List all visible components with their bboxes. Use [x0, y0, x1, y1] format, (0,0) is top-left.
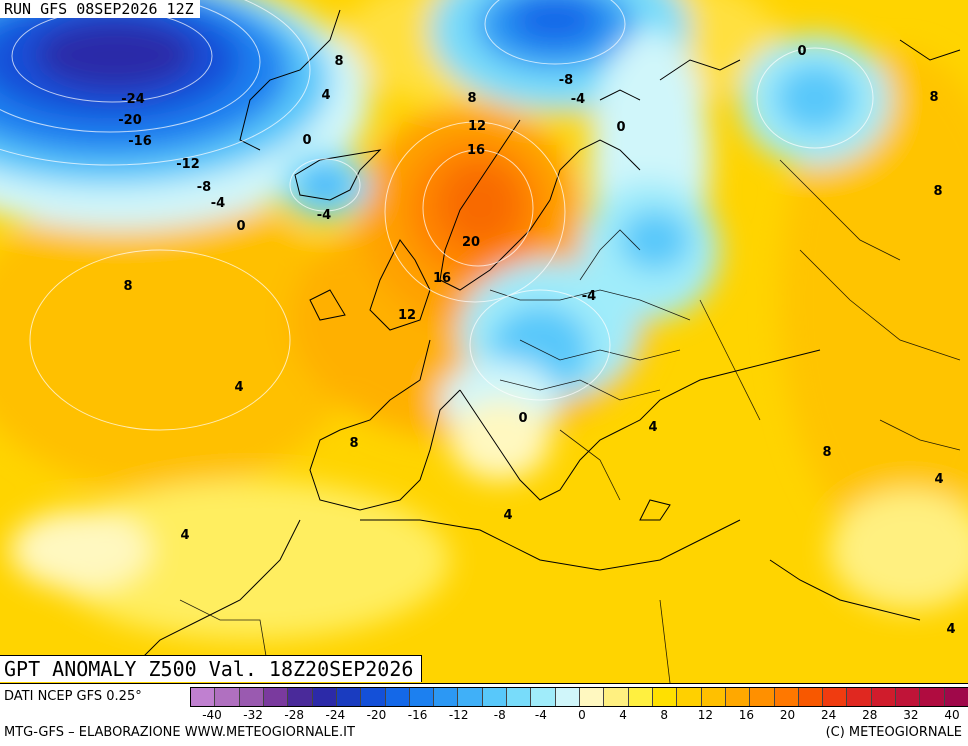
- contour-label: 0: [616, 120, 625, 135]
- legend-swatch: [871, 688, 897, 706]
- legend-swatch: [823, 688, 848, 706]
- legend-swatch: [215, 688, 240, 706]
- legend-swatch: [847, 688, 872, 706]
- legend-swatch: [458, 688, 483, 706]
- legend-tick-label: 20: [779, 708, 796, 722]
- contour-label: 4: [648, 420, 657, 435]
- contour-labels: -24 -20 -16 -12 -8 -4 0 8 4 0 -4 -8 -4 0…: [118, 44, 955, 637]
- legend-tick-label: -40: [202, 708, 222, 722]
- map-title: GPT ANOMALY Z500 Val. 18Z20SEP2026: [0, 655, 423, 682]
- legend-tick-label: 24: [821, 708, 837, 722]
- contour-label: 0: [236, 219, 245, 234]
- legend-swatch: [434, 688, 459, 706]
- legend-swatch: [628, 688, 653, 706]
- legend-swatch: [701, 688, 726, 706]
- contour-label: 8: [822, 445, 831, 460]
- contour-label: -4: [317, 208, 331, 223]
- contour-label: 8: [467, 91, 476, 106]
- contour-label: 8: [933, 184, 942, 199]
- copyright-text: (C) METEOGIORNALE: [825, 725, 962, 740]
- contour-label: 8: [334, 54, 343, 69]
- contour-lines: [0, 0, 874, 431]
- legend-swatch: [920, 688, 945, 706]
- contour-label: -12: [176, 157, 200, 172]
- legend-swatch: [191, 688, 216, 706]
- legend-tick-label: -8: [493, 708, 506, 722]
- contour-label: -8: [197, 180, 211, 195]
- contour-label: 8: [123, 279, 132, 294]
- legend-tick-label: 12: [697, 708, 713, 722]
- legend-tick-label: -28: [284, 708, 305, 722]
- contour-label: 0: [302, 133, 311, 148]
- footer: DATI NCEP GFS 0.25° -40 -32 -28 -24 -20 -16 -1…: [0, 683, 968, 746]
- contour-label: -24: [121, 92, 145, 107]
- legend-swatch: [604, 688, 629, 706]
- contour-label: 12: [398, 308, 416, 323]
- legend-swatch: [774, 688, 799, 706]
- legend-tick-label: -32: [243, 708, 263, 722]
- contour-label: 4: [321, 88, 330, 103]
- coastlines: [139, 9, 961, 661]
- contour-label: -4: [571, 92, 585, 107]
- contour-label: 4: [503, 508, 512, 523]
- contour-label: 20: [462, 235, 480, 250]
- contour-label: 4: [234, 380, 243, 395]
- legend-tick-label: 4: [619, 708, 627, 722]
- contour-label: 4: [934, 472, 943, 487]
- legend-tick-label: -24: [325, 708, 346, 722]
- legend-tick-label: 16: [738, 708, 755, 722]
- credit-text: MTG-GFS – ELABORAZIONE WWW.METEOGIORNALE…: [4, 725, 355, 740]
- color-legend: [190, 687, 968, 707]
- contour-label: 8: [929, 90, 938, 105]
- legend-tick-label: -20: [366, 708, 387, 722]
- contour-label: 16: [433, 271, 451, 286]
- contour-label: -8: [559, 73, 573, 88]
- legend-tick-label: 0: [578, 708, 586, 722]
- legend-tick-label: 8: [660, 708, 669, 722]
- legend-swatch: [896, 688, 921, 706]
- contour-label: -20: [118, 113, 142, 128]
- contour-label: 8: [349, 436, 358, 451]
- legend-swatch: [750, 688, 775, 706]
- legend-tick-label: -16: [407, 708, 428, 722]
- legend-swatch: [798, 688, 824, 706]
- legend-swatch: [580, 688, 605, 706]
- legend-swatch: [531, 688, 556, 706]
- legend-swatch: [725, 688, 751, 706]
- run-info: RUN GFS 08SEP2026 12Z: [0, 0, 200, 18]
- contour-label: 4: [180, 528, 189, 543]
- contour-label: -4: [582, 289, 596, 304]
- legend-swatch: [288, 688, 313, 706]
- legend-swatch: [385, 688, 410, 706]
- legend-tick-label: 40: [944, 708, 960, 722]
- legend-swatch: [677, 688, 702, 706]
- legend-swatch: [312, 688, 337, 706]
- legend-swatch: [409, 688, 435, 706]
- legend-tick-label: 28: [862, 708, 878, 722]
- contour-label: 16: [467, 143, 485, 158]
- data-source: DATI NCEP GFS 0.25°: [4, 689, 142, 704]
- country-borders: [179, 159, 961, 683]
- legend-swatch: [652, 688, 678, 706]
- legend-swatch: [361, 688, 386, 706]
- legend-tick-label: -4: [534, 708, 547, 722]
- legend-swatch: [239, 688, 264, 706]
- anomaly-map: -24 -20 -16 -12 -8 -4 0 8 4 0 -4 -8 -4 0…: [0, 0, 968, 683]
- contour-label: 0: [518, 411, 527, 426]
- legend-tick-label: 32: [903, 708, 919, 722]
- contour-label: 12: [468, 119, 486, 134]
- legend-swatch: [944, 688, 968, 706]
- legend-swatch: [507, 688, 532, 706]
- legend-swatch: [555, 688, 580, 706]
- legend-ticks: -40 -32 -28 -24 -20 -16 -12 -8 -4 0 4 8 12 16 20 24 28 32…: [190, 708, 968, 724]
- legend-swatch: [482, 688, 508, 706]
- contour-label: 0: [797, 44, 806, 59]
- legend-swatch: [336, 688, 362, 706]
- contour-label: -16: [128, 134, 152, 149]
- contour-label: -4: [211, 196, 225, 211]
- map-canvas: -24 -20 -16 -12 -8 -4 0 8 4 0 -4 -8 -4 0…: [0, 0, 968, 683]
- legend-swatch: [263, 688, 289, 706]
- contour-label: 4: [946, 622, 955, 637]
- legend-tick-label: -12: [448, 708, 469, 722]
